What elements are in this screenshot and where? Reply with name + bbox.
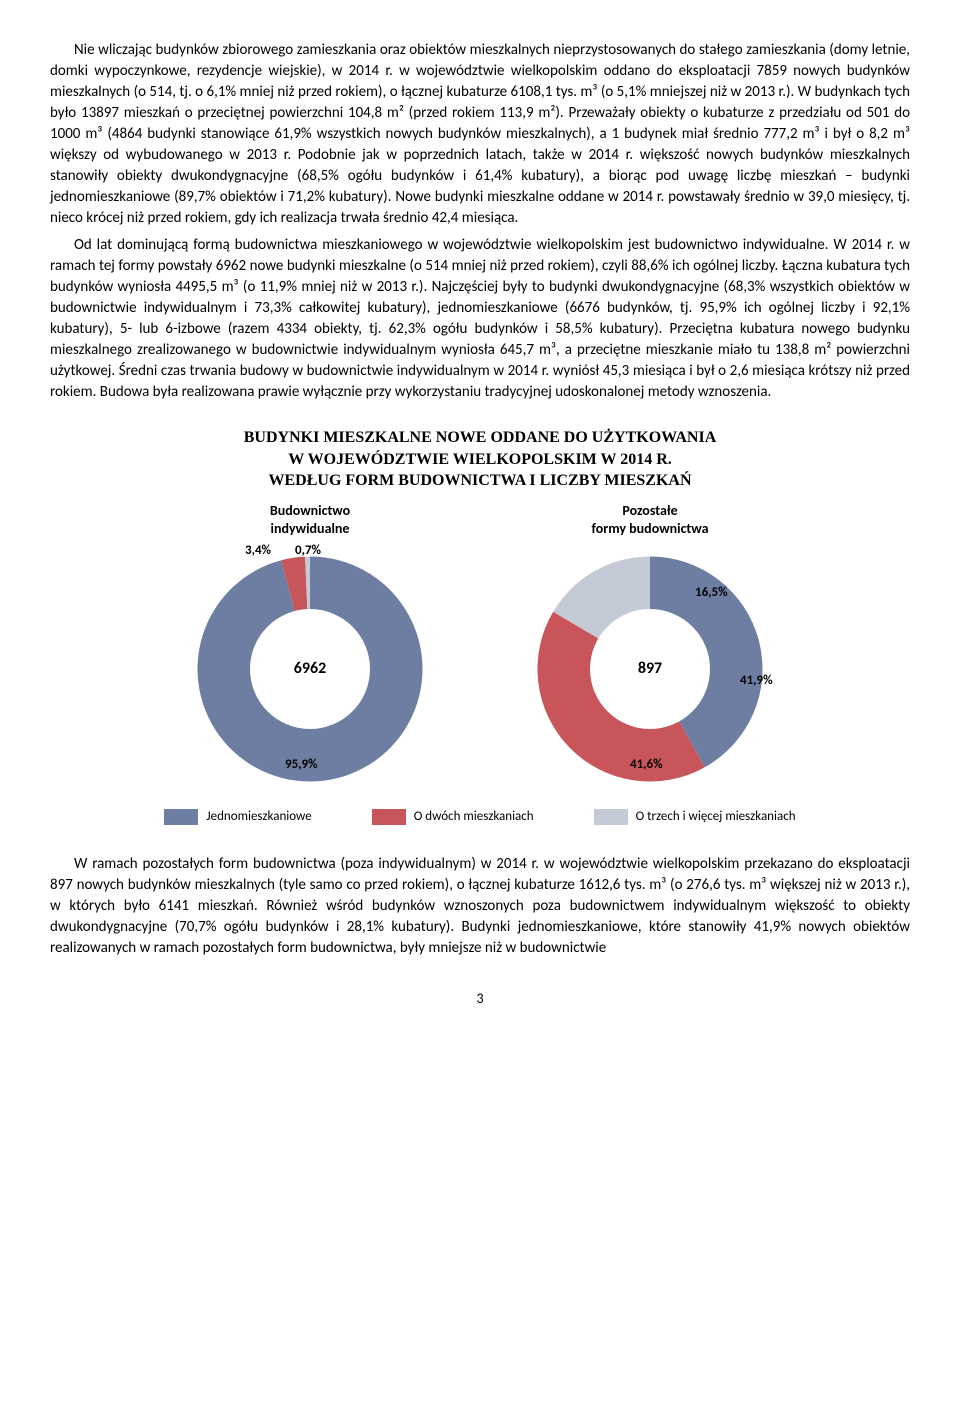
chart-title-line1: BUDYNKI MIESZKALNE NOWE ODDANE DO UŻYTKO…: [244, 429, 717, 446]
chart-left-subtitle-l1: Budownictwo: [270, 502, 350, 519]
chart-right-subtitle-l2: formy budownictwa: [592, 520, 709, 537]
chart-left-subtitle-l2: indywidualne: [271, 520, 350, 537]
legend-item-b: O dwóch mieszkaniach: [372, 808, 534, 826]
legend-item-a: Jednomieszkaniowe: [164, 808, 311, 826]
legend-item-c: O trzech i więcej mieszkaniach: [594, 808, 796, 826]
chart-right-subtitle: Pozostałe formy budownictwa: [525, 502, 775, 538]
donut-left-label-b: 3,4%: [245, 542, 271, 560]
legend-swatch-b: [372, 809, 406, 825]
chart-title-line2: W WOJEWÓDZTWIE WIELKOPOLSKIM W 2014 R.: [288, 451, 672, 468]
paragraph-3: W ramach pozostałych form budownictwa (p…: [50, 854, 910, 959]
chart-right: Pozostałe formy budownictwa 897 41,9% 41…: [525, 502, 775, 794]
donut-left: 6962 95,9% 3,4% 0,7%: [185, 544, 435, 794]
legend-label-a: Jednomieszkaniowe: [206, 808, 311, 826]
chart-title-line3: WEDŁUG FORM BUDOWNICTWA I LICZBY MIESZKA…: [268, 472, 691, 489]
donut-right-label-b: 41,6%: [630, 756, 663, 774]
page-number: 3: [50, 989, 910, 1009]
legend-label-c: O trzech i więcej mieszkaniach: [636, 808, 796, 826]
legend-swatch-c: [594, 809, 628, 825]
donut-right-label-c: 16,5%: [695, 584, 728, 602]
legend: Jednomieszkaniowe O dwóch mieszkaniach O…: [50, 808, 910, 826]
donut-left-center: 6962: [294, 658, 326, 680]
donut-left-label-a: 95,9%: [285, 756, 318, 774]
charts-row: Budownictwo indywidualne 6962 95,9% 3,4%…: [50, 502, 910, 794]
donut-right-center: 897: [638, 658, 662, 680]
chart-left-subtitle: Budownictwo indywidualne: [185, 502, 435, 538]
legend-swatch-a: [164, 809, 198, 825]
donut-right: 897 41,9% 41,6% 16,5%: [525, 544, 775, 794]
paragraph-2: Od lat dominującą formą budownictwa mies…: [50, 235, 910, 403]
paragraph-1: Nie wliczając budynków zbiorowego zamies…: [50, 40, 910, 229]
donut-left-label-c: 0,7%: [295, 542, 321, 560]
chart-left: Budownictwo indywidualne 6962 95,9% 3,4%…: [185, 502, 435, 794]
chart-title: BUDYNKI MIESZKALNE NOWE ODDANE DO UŻYTKO…: [50, 427, 910, 492]
chart-right-subtitle-l1: Pozostałe: [622, 502, 677, 519]
legend-label-b: O dwóch mieszkaniach: [414, 808, 534, 826]
donut-right-label-a: 41,9%: [740, 672, 773, 690]
